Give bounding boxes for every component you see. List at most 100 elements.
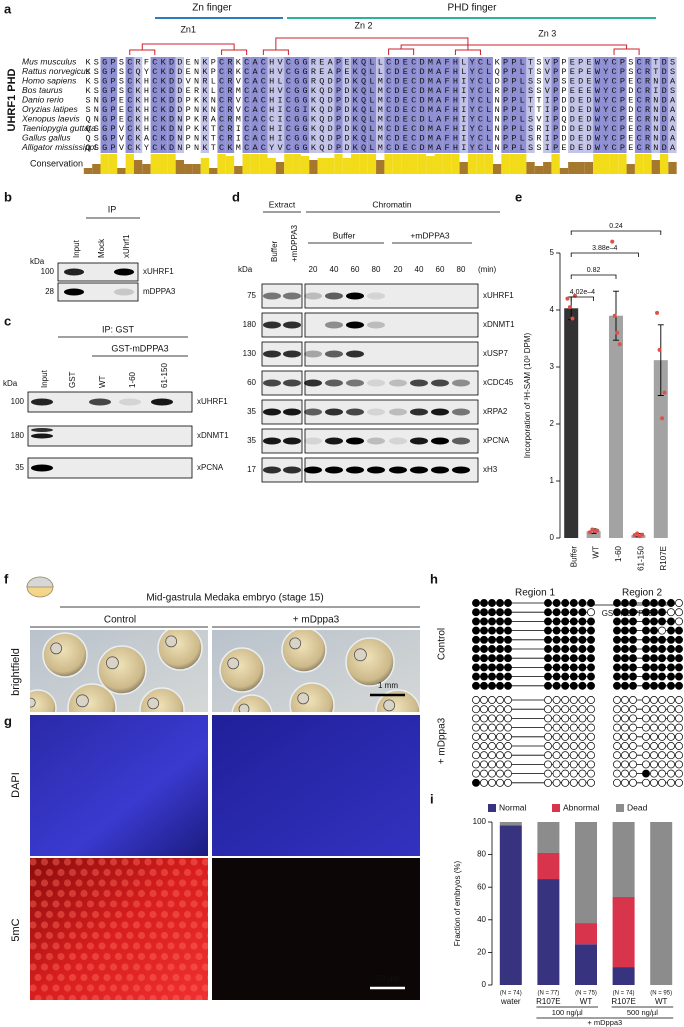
blot-band — [325, 350, 343, 358]
embryo — [289, 682, 335, 712]
nucleus — [45, 994, 54, 1000]
nucleus — [80, 868, 88, 877]
cpg-site — [561, 626, 570, 635]
nucleus — [206, 911, 208, 918]
cpg-site — [488, 645, 496, 653]
oil-droplet — [106, 656, 119, 670]
nucleus — [103, 931, 111, 940]
cpg-site — [658, 714, 666, 723]
cpg-site — [642, 751, 650, 760]
cpg-site — [621, 626, 629, 635]
alignment-shade — [133, 57, 143, 153]
cpg-site — [552, 778, 561, 787]
y-tick-label: 5 — [550, 248, 555, 257]
cpg-site — [675, 751, 683, 760]
nucleus — [137, 889, 146, 898]
lane-label: Buffer — [270, 240, 279, 262]
cpg-site — [569, 742, 578, 750]
cpg-site — [587, 635, 595, 644]
cpg-site — [675, 778, 683, 787]
nucleus — [183, 889, 192, 898]
sequence: QSGPVCKHCKDNPKKTCRICACHICGGKQDPDKQLMCDEC… — [85, 124, 678, 134]
cpg-site — [480, 672, 488, 681]
sequence: QSGPVCKACKDNPNKTCRICACHICGGKQDPDKQLMCDEC… — [85, 133, 678, 143]
cpg-site — [667, 626, 675, 635]
cpg-site — [650, 608, 658, 617]
dose-label: 500 ng/µl — [627, 1008, 658, 1017]
nucleus — [80, 910, 88, 919]
nucleus — [103, 910, 111, 919]
nucleus — [103, 868, 111, 877]
cpg-site — [658, 760, 666, 769]
cpg-site — [569, 672, 578, 681]
cpg-site — [552, 608, 561, 617]
cpg-site — [472, 751, 480, 760]
cpg-site — [496, 751, 504, 760]
blot-band — [31, 433, 53, 439]
nucleus — [40, 900, 49, 908]
cpg-site — [480, 732, 488, 741]
nucleus — [183, 973, 192, 982]
cpg-site — [642, 732, 650, 741]
cpg-site — [569, 599, 578, 607]
cpg-site — [658, 663, 666, 672]
conservation-bar — [367, 154, 377, 174]
embryo — [281, 630, 327, 673]
cpg-site — [488, 672, 496, 681]
nucleus — [75, 921, 83, 929]
oil-droplet — [76, 694, 89, 708]
nucleus — [178, 858, 187, 866]
cpg-site — [569, 654, 578, 663]
cpg-site — [480, 714, 488, 723]
blot-band — [452, 379, 470, 387]
cpg-site — [629, 769, 637, 778]
cpg-site — [667, 672, 675, 681]
cpg-site — [642, 778, 650, 787]
cpg-site — [569, 778, 578, 787]
blot-band — [64, 268, 84, 276]
alignment-shade — [392, 57, 402, 153]
blot — [304, 428, 479, 454]
cpg-site — [587, 645, 595, 653]
oil-droplet — [238, 703, 250, 712]
blot-band — [325, 321, 343, 329]
time-label: 80 — [457, 265, 466, 274]
alignment-shade — [325, 57, 335, 153]
nucleus — [201, 963, 208, 971]
nucleus — [98, 942, 106, 950]
cpg-site — [472, 723, 480, 732]
cpg-site — [650, 635, 658, 644]
cpg-site — [613, 769, 621, 778]
nucleus — [57, 994, 65, 1000]
cpg-site — [675, 769, 683, 778]
cpg-site — [642, 681, 650, 690]
panel-title: Mid-gastrula Medaka embryo (stage 15) — [146, 593, 323, 604]
nucleus — [45, 910, 54, 919]
zinc-bracket — [129, 43, 248, 55]
bar — [586, 531, 601, 538]
cpg-site — [472, 778, 480, 787]
cpg-site — [504, 769, 512, 778]
blot-band — [263, 408, 281, 416]
blot-band — [119, 398, 141, 406]
cpg-site — [561, 635, 570, 644]
cpg-site — [675, 617, 683, 626]
cpg-site — [667, 663, 675, 672]
cpg-site — [552, 663, 561, 672]
embryo — [157, 630, 203, 671]
y-tick-label: 1 — [550, 476, 555, 485]
cpg-site — [496, 723, 504, 732]
blot-band — [283, 408, 301, 416]
blot-band — [31, 398, 53, 406]
cpg-site — [629, 714, 637, 723]
embryo — [42, 632, 88, 678]
x-tick-label: WT — [580, 997, 593, 1006]
cpg-site — [642, 626, 650, 635]
conservation-bar — [275, 162, 285, 174]
cpg-site — [578, 769, 587, 778]
conservation-bar — [584, 162, 594, 174]
nucleus — [91, 889, 100, 898]
nucleus — [109, 963, 118, 971]
conservation-bar — [559, 168, 569, 174]
cpg-site — [658, 751, 666, 760]
